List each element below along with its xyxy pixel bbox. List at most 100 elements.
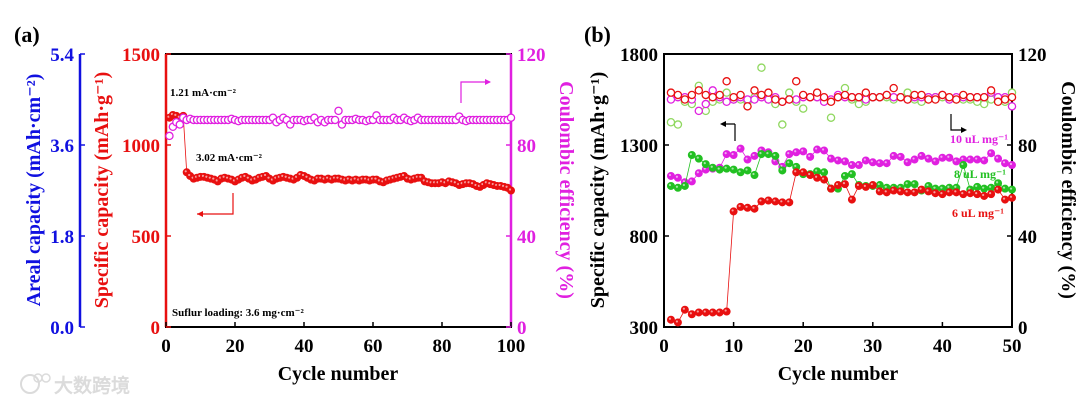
data-point-highlight bbox=[668, 317, 672, 320]
data-point-highlight bbox=[849, 197, 853, 200]
data-point-highlight bbox=[759, 152, 762, 155]
data-point bbox=[1008, 161, 1017, 170]
data-point-highlight bbox=[439, 180, 443, 183]
data-point-highlight bbox=[995, 181, 999, 184]
data-point-highlight bbox=[968, 187, 971, 190]
ce-axis-title-a: Coulombic efficiency (%) bbox=[555, 81, 577, 299]
data-point bbox=[966, 189, 975, 198]
data-point bbox=[687, 90, 697, 100]
data-point bbox=[1008, 185, 1017, 194]
data-point-highlight bbox=[308, 177, 311, 180]
data-point-highlight bbox=[828, 156, 832, 159]
data-point-highlight bbox=[724, 166, 727, 169]
data-point bbox=[994, 154, 1003, 163]
data-point bbox=[1001, 159, 1010, 168]
x-tick-label: 100 bbox=[497, 336, 526, 357]
data-point bbox=[896, 187, 905, 196]
data-point-highlight bbox=[995, 187, 999, 190]
data-point-highlight bbox=[815, 175, 818, 178]
data-point-highlight bbox=[295, 175, 298, 178]
data-point-highlight bbox=[502, 184, 505, 187]
data-point bbox=[847, 170, 856, 179]
data-point bbox=[882, 159, 891, 168]
data-point bbox=[854, 92, 864, 102]
annotation-rate-2: 3.02 mA·cm⁻² bbox=[196, 152, 263, 164]
ce-tick-label: 0 bbox=[1018, 318, 1028, 339]
areal-tick-label: 5.4 bbox=[50, 45, 74, 66]
data-point bbox=[799, 168, 808, 177]
data-point bbox=[750, 204, 759, 213]
data-point bbox=[945, 153, 954, 162]
data-point-highlight bbox=[940, 192, 943, 195]
data-point-highlight bbox=[184, 170, 187, 173]
data-point-highlight bbox=[745, 157, 748, 160]
data-point-highlight bbox=[842, 182, 846, 185]
data-point bbox=[715, 308, 724, 317]
data-point-highlight bbox=[474, 183, 477, 187]
data-point bbox=[903, 158, 912, 167]
data-point-highlight bbox=[898, 154, 901, 157]
data-point-highlight bbox=[696, 171, 699, 174]
data-point-highlight bbox=[738, 170, 741, 173]
data-point-highlight bbox=[453, 181, 456, 184]
data-point-highlight bbox=[989, 151, 992, 154]
data-point-highlight bbox=[668, 183, 672, 187]
data-point-highlight bbox=[246, 176, 249, 179]
data-point-highlight bbox=[208, 176, 211, 179]
data-point bbox=[715, 165, 724, 174]
data-point bbox=[931, 189, 940, 198]
data-point-highlight bbox=[752, 153, 755, 157]
data-point-highlight bbox=[167, 115, 170, 118]
data-point-highlight bbox=[863, 158, 866, 161]
data-point-highlight bbox=[856, 162, 859, 166]
data-point-highlight bbox=[508, 188, 512, 191]
data-point bbox=[722, 150, 731, 159]
data-point-highlight bbox=[954, 159, 957, 162]
data-point-highlight bbox=[710, 165, 713, 168]
data-point-highlight bbox=[933, 191, 936, 194]
data-point-highlight bbox=[975, 184, 978, 187]
ce-tick-label: 80 bbox=[517, 136, 536, 157]
data-point bbox=[987, 149, 996, 158]
data-point-highlight bbox=[710, 310, 713, 313]
data-point bbox=[736, 90, 745, 100]
data-point-highlight bbox=[284, 175, 287, 178]
data-point-highlight bbox=[940, 155, 943, 158]
data-point bbox=[938, 153, 947, 162]
data-point bbox=[833, 92, 843, 102]
data-point bbox=[1001, 184, 1010, 193]
data-point bbox=[840, 90, 850, 100]
data-point-highlight bbox=[961, 162, 964, 166]
data-point-highlight bbox=[470, 182, 474, 185]
arrowhead-icon bbox=[197, 211, 203, 217]
data-point bbox=[861, 95, 871, 104]
data-point bbox=[694, 106, 704, 116]
data-point bbox=[840, 171, 849, 180]
data-point bbox=[931, 95, 940, 104]
data-point-highlight bbox=[982, 193, 985, 197]
data-point-highlight bbox=[905, 190, 908, 193]
data-point bbox=[666, 315, 675, 324]
data-point-highlight bbox=[738, 146, 741, 149]
specific-tick-label: 1000 bbox=[122, 136, 160, 157]
data-point-highlight bbox=[947, 185, 950, 188]
data-point bbox=[1007, 92, 1017, 102]
data-point-highlight bbox=[919, 153, 922, 157]
data-point bbox=[506, 113, 516, 122]
data-point bbox=[986, 95, 996, 104]
data-point bbox=[910, 180, 919, 189]
data-point bbox=[938, 90, 947, 100]
watermark-logo: 大数跨境 bbox=[20, 373, 130, 397]
data-point-highlight bbox=[821, 148, 825, 151]
data-point-highlight bbox=[835, 158, 839, 161]
data-point-highlight bbox=[703, 162, 706, 165]
data-point-highlight bbox=[905, 182, 908, 185]
data-point bbox=[750, 86, 759, 95]
data-point-highlight bbox=[450, 180, 453, 183]
data-point bbox=[785, 198, 794, 207]
data-point bbox=[798, 104, 808, 113]
data-point-highlight bbox=[682, 307, 685, 310]
panel-b: (b) Specific capacity (mAh·g⁻¹) Coulombi… bbox=[584, 22, 1079, 385]
data-point bbox=[917, 151, 926, 160]
data-point bbox=[812, 88, 822, 97]
